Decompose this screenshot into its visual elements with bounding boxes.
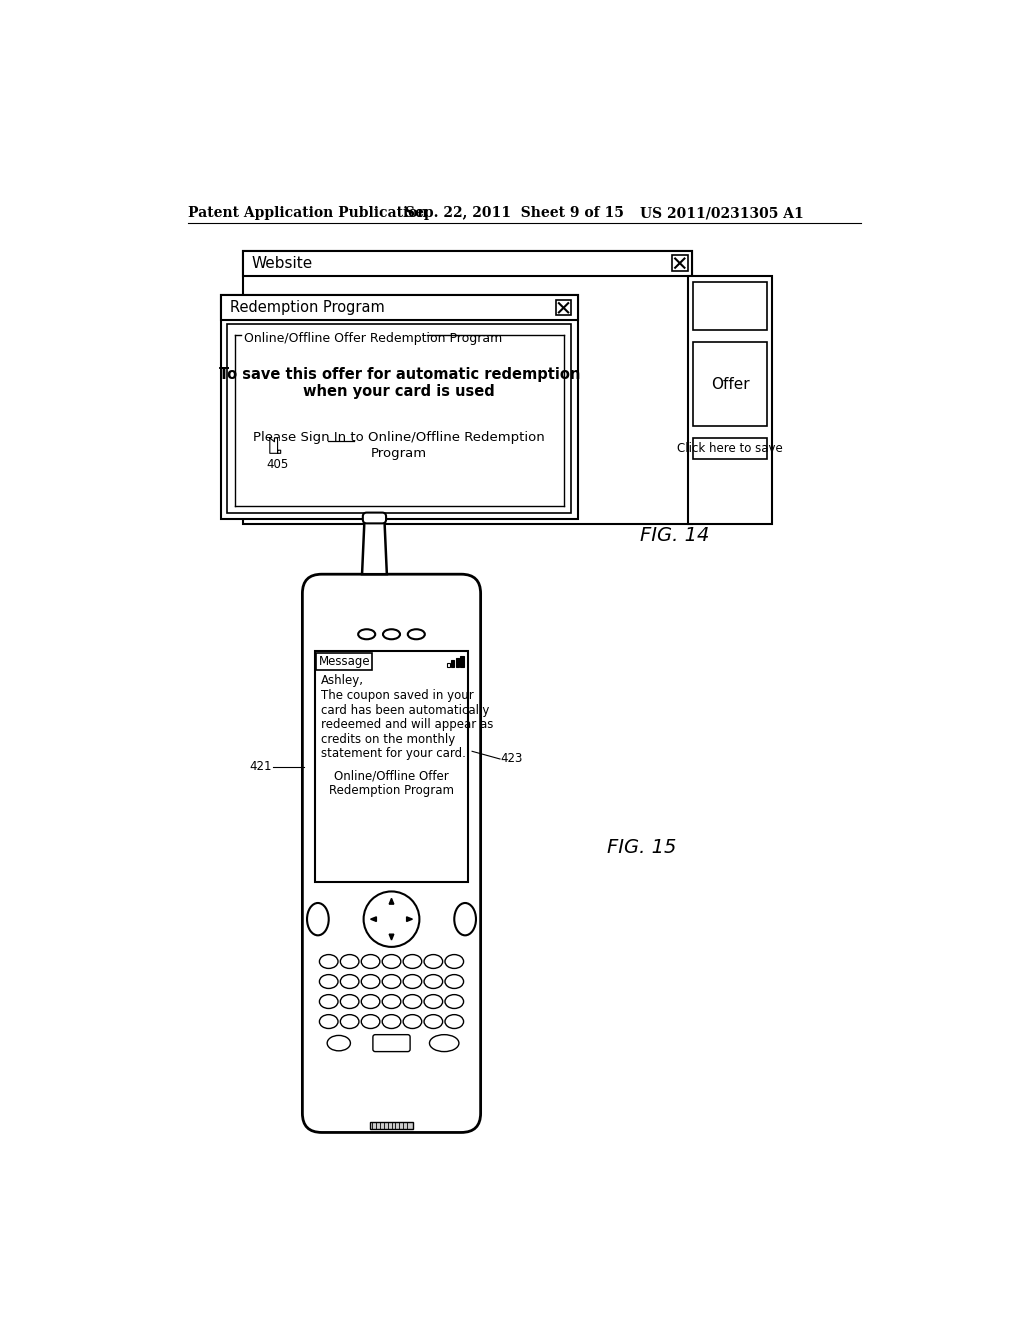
Bar [693,282,767,330]
Text: Offer: Offer [711,376,750,392]
Ellipse shape [319,954,338,969]
Bar [314,651,468,882]
Ellipse shape [403,974,422,989]
Circle shape [364,891,420,946]
Bar [243,251,692,524]
Text: Online/Offline Offer: Online/Offline Offer [334,770,449,783]
Bar [221,296,578,321]
Bar [461,656,464,667]
Text: card has been automatically: card has been automatically [321,704,489,717]
Text: Please Sign In to Online/Offline Redemption: Please Sign In to Online/Offline Redempt… [253,432,545,445]
Ellipse shape [445,954,464,969]
Text: Program: Program [371,446,427,459]
Polygon shape [371,917,377,921]
Ellipse shape [340,954,359,969]
Text: Redemption Program: Redemption Program [230,300,385,315]
Ellipse shape [445,974,464,989]
Ellipse shape [382,954,400,969]
Bar [370,1122,414,1130]
Ellipse shape [319,995,338,1008]
Bar [243,333,424,342]
Text: 405: 405 [266,458,288,471]
Ellipse shape [403,995,422,1008]
Ellipse shape [424,1015,442,1028]
Ellipse shape [319,1015,338,1028]
Polygon shape [362,521,387,574]
Ellipse shape [361,954,380,969]
Ellipse shape [319,974,338,989]
Text: US 2011/0231305 A1: US 2011/0231305 A1 [640,206,803,220]
Text: 423: 423 [501,752,523,766]
Ellipse shape [340,974,359,989]
Bar [693,438,767,459]
Ellipse shape [383,630,400,639]
Ellipse shape [382,1015,400,1028]
Bar [452,660,455,667]
Ellipse shape [361,995,380,1008]
Text: 421: 421 [249,760,271,774]
Bar [221,296,578,519]
Text: FIG. 15: FIG. 15 [607,838,676,857]
FancyBboxPatch shape [302,574,480,1133]
Text: Click here to save: Click here to save [677,442,783,455]
Text: statement for your card.: statement for your card. [321,747,466,760]
Bar [227,323,571,512]
Ellipse shape [403,1015,422,1028]
Ellipse shape [361,1015,380,1028]
Text: credits on the monthly: credits on the monthly [321,733,456,746]
Text: FIG. 14: FIG. 14 [640,527,709,545]
Polygon shape [389,899,394,904]
Ellipse shape [424,974,442,989]
Ellipse shape [340,1015,359,1028]
Polygon shape [270,438,281,453]
FancyBboxPatch shape [373,1035,410,1052]
Ellipse shape [424,954,442,969]
Ellipse shape [424,995,442,1008]
Bar [316,653,372,669]
Bar [243,251,692,276]
Text: when your card is used: when your card is used [303,384,496,399]
Ellipse shape [429,1035,459,1052]
Ellipse shape [445,1015,464,1028]
Ellipse shape [382,974,400,989]
Bar [693,342,767,426]
Ellipse shape [403,954,422,969]
Bar [556,300,571,315]
Text: The coupon saved in your: The coupon saved in your [321,689,474,702]
Bar [688,276,772,524]
Ellipse shape [307,903,329,936]
Bar [446,663,450,667]
Ellipse shape [361,974,380,989]
Ellipse shape [340,995,359,1008]
Text: redeemed and will appear as: redeemed and will appear as [321,718,494,731]
Bar [672,256,687,271]
Ellipse shape [328,1035,350,1051]
Text: Redemption Program: Redemption Program [329,784,454,797]
Ellipse shape [358,630,375,639]
Polygon shape [389,935,394,940]
Ellipse shape [382,995,400,1008]
Text: To save this offer for automatic redemption: To save this offer for automatic redempt… [218,367,580,381]
Ellipse shape [445,995,464,1008]
Text: Online/Offline Offer Redemption Program: Online/Offline Offer Redemption Program [245,333,503,345]
Ellipse shape [408,630,425,639]
Ellipse shape [455,903,476,936]
Polygon shape [407,917,413,921]
Bar [456,659,459,667]
Text: Ashley,: Ashley, [321,675,364,688]
Text: Sep. 22, 2011  Sheet 9 of 15: Sep. 22, 2011 Sheet 9 of 15 [406,206,625,220]
FancyBboxPatch shape [362,512,386,524]
Text: Website: Website [252,256,313,272]
Text: Patent Application Publication: Patent Application Publication [188,206,428,220]
Text: Message: Message [318,655,370,668]
